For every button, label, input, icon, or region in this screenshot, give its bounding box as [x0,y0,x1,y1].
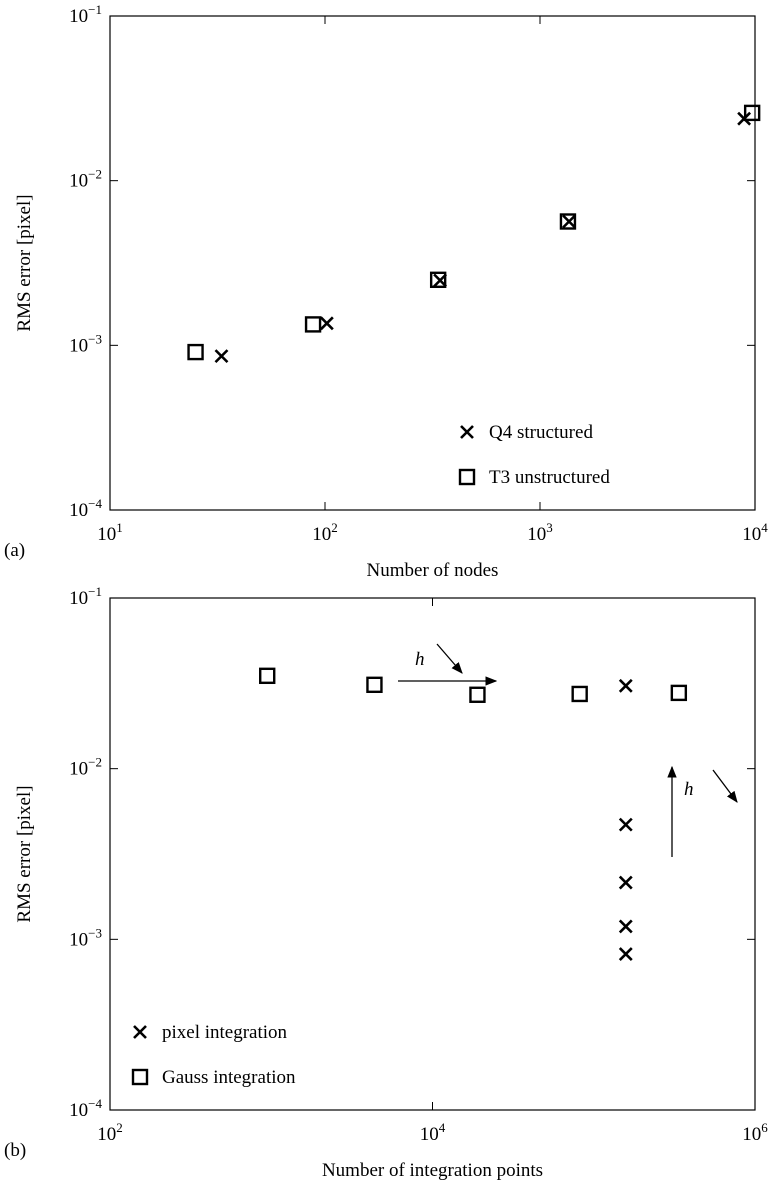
point-cross [618,875,633,890]
point-square [743,104,761,122]
point-cross [618,947,633,961]
tick-base: 10 [69,171,88,192]
tick-base: 10 [69,588,88,609]
legend-marker [133,1025,147,1039]
legend-marker [131,1068,149,1086]
y-axis-label: RMS error [pixel] [14,194,35,331]
tick-exponent: 6 [761,1120,768,1135]
panel-label: (a) [4,540,25,561]
tick-exponent: −1 [88,2,102,17]
plot-frame [109,15,756,511]
tick-exponent: −4 [88,1096,102,1111]
tick-exponent: 4 [439,1120,446,1135]
tick-exponent: −2 [88,755,102,770]
point-square [187,343,204,361]
tick-exponent: −1 [88,584,102,599]
y-tick-label: 10−1 [69,2,102,27]
tick-exponent: 2 [331,520,338,535]
tick-exponent: 1 [116,520,123,535]
tick-exponent: −2 [88,167,102,182]
legend-label: Q4 structured [489,422,593,443]
y-tick-label: 10−1 [69,584,102,609]
point-square [559,213,577,230]
tick-exponent: −3 [88,925,102,940]
y-tick-label: 10−3 [69,925,102,950]
tick-exponent: −4 [88,496,102,511]
tick-base: 10 [69,929,88,950]
legend-label: Gauss integration [162,1067,296,1088]
point-square [571,685,588,703]
x-tick-label: 102 [97,1120,123,1145]
x-tick-label: 104 [420,1120,446,1145]
point-square [469,686,486,703]
point-square [259,667,276,685]
y-tick-label: 10−2 [69,167,102,192]
x-tick-label: 102 [312,520,338,545]
x-axis-label: Number of integration points [322,1160,543,1181]
y-tick-label: 10−4 [69,496,102,521]
tick-base: 10 [69,500,88,521]
point-cross [618,919,633,934]
y-tick-label: 10−4 [69,1096,102,1121]
tick-base: 10 [97,1124,116,1145]
point-cross [319,316,334,331]
tick-exponent: 2 [116,1120,123,1135]
point-square [304,316,322,333]
y-tick-label: 10−3 [69,331,102,356]
tick-exponent: 3 [546,520,553,535]
point-square [366,676,383,694]
y-tick-label: 10−2 [69,755,102,780]
y-axis-label: RMS error [pixel] [14,785,35,922]
legend-marker [458,468,476,486]
tick-base: 10 [97,524,116,545]
arrows [398,643,738,857]
point-cross [618,817,633,832]
x-tick-label: 106 [742,1120,768,1145]
tick-base: 10 [420,1124,439,1145]
panel-label: (b) [4,1140,26,1161]
annotation: h [415,649,425,670]
point-cross [562,214,576,229]
tick-base: 10 [69,759,88,780]
tick-base: 10 [312,524,331,545]
point-square [670,684,688,702]
legend-label: pixel integration [162,1022,288,1043]
tick-exponent: 4 [761,520,768,535]
x-axis-label: Number of nodes [367,560,499,581]
tick-exponent: −3 [88,331,102,346]
tick-base: 10 [69,6,88,27]
x-tick-label: 104 [742,520,768,545]
annotation: h [684,779,694,800]
point-cross [618,678,633,693]
point-cross [214,349,229,364]
x-tick-label: 101 [97,520,123,545]
tick-base: 10 [69,335,88,356]
point-square [429,271,447,289]
tick-base: 10 [527,524,546,545]
tick-base: 10 [69,1100,88,1121]
legend-marker [460,425,474,439]
tick-base: 10 [742,1124,761,1145]
legend-label: T3 unstructured [489,467,610,488]
x-tick-label: 103 [527,520,553,545]
tick-base: 10 [742,524,761,545]
